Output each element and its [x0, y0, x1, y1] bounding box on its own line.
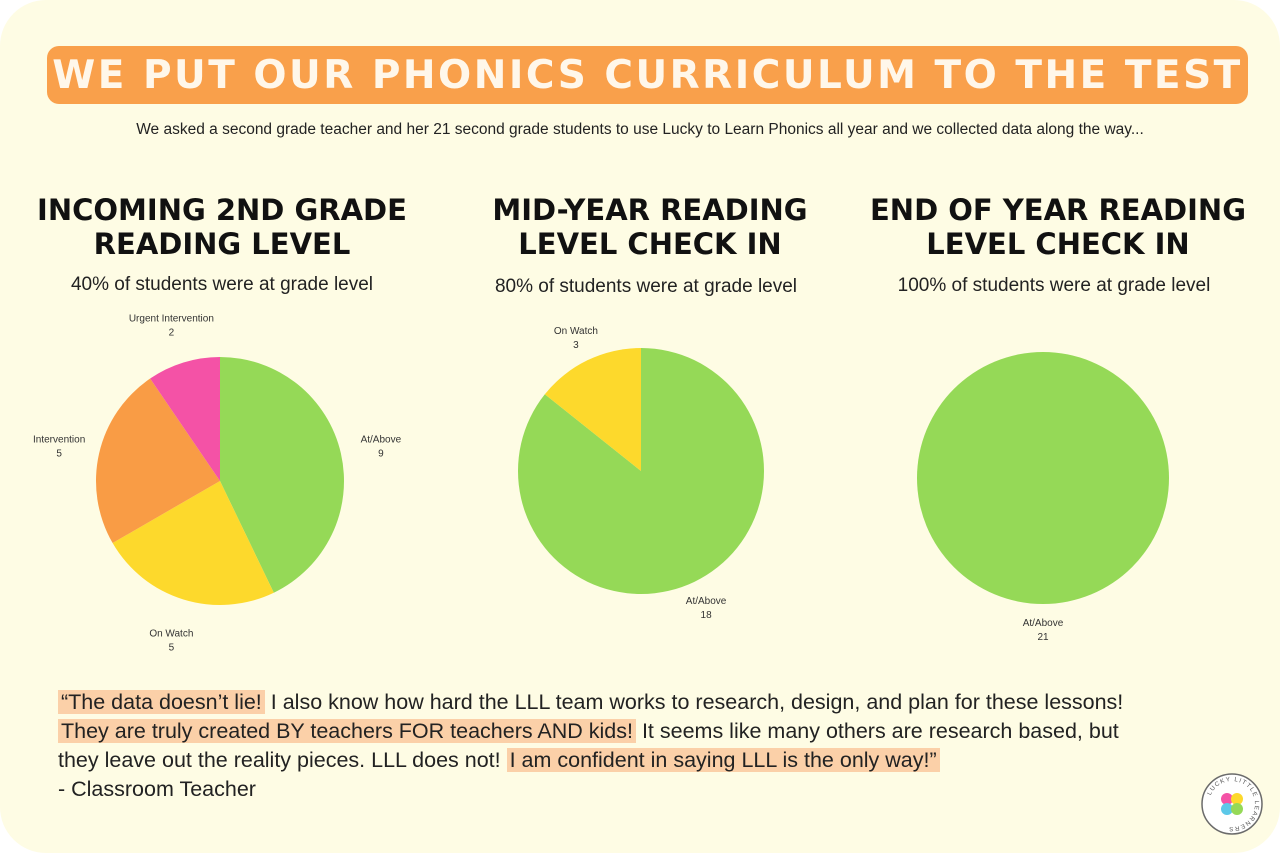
pie-value-urgent-intervention: 2	[169, 327, 175, 338]
chart-3-title: END OF YEAR READING LEVEL CHECK IN	[858, 193, 1258, 261]
quote-text-3: they leave out the reality pieces. LLL d…	[58, 748, 507, 772]
quote-text-1: I also know how hard the LLL team works …	[264, 690, 1124, 714]
pie-label-at-above: At/Above	[686, 596, 727, 607]
intro-text: We asked a second grade teacher and her …	[136, 121, 1144, 138]
chart-1-title: INCOMING 2ND GRADE READING LEVEL	[22, 193, 422, 261]
pie-label-urgent-intervention: Urgent Intervention	[129, 313, 214, 324]
chart-1-title-line2: READING LEVEL	[93, 227, 351, 261]
pie-chart-incoming: At/Above 9 On Watch 5 Intervention 5 Urgent In…	[33, 313, 402, 653]
chart-2-title-line2: LEVEL CHECK IN	[518, 227, 782, 261]
quote-line-1: “The data doesn’t lie! I also know how h…	[58, 688, 1198, 717]
pie-chart-mid-year: At/Above 18 On Watch 3	[517, 326, 764, 621]
quote-attribution: - Classroom Teacher	[58, 777, 256, 801]
chart-2-title-line1: MID-YEAR READING	[492, 193, 808, 227]
chart-3-title-line2: LEVEL CHECK IN	[926, 227, 1190, 261]
pie-value-on-watch: 3	[573, 340, 579, 351]
pie-slice-at-above	[517, 348, 764, 594]
chart-1-summary: 40% of students were at grade level	[70, 274, 374, 295]
pie-value-at-above: 9	[378, 448, 384, 459]
pie-slice-at-above	[917, 352, 1169, 604]
title-banner: WE PUT OUR PHONICS CURRICULUM TO THE TES…	[47, 46, 1248, 104]
clover-heart-icon	[1221, 793, 1243, 815]
pie-value-on-watch: 5	[169, 643, 175, 654]
pie-label-at-above: At/Above	[361, 434, 402, 445]
quote-line-2: They are truly created BY teachers FOR t…	[58, 717, 1198, 746]
pie-slice-urgent-intervention	[150, 357, 220, 481]
pie-slice-at-above	[220, 357, 344, 593]
pie-label-on-watch: On Watch	[554, 326, 598, 337]
quote-text-2: It seems like many others are research b…	[635, 719, 1119, 743]
pie-label-at-above: At/Above	[1023, 618, 1064, 629]
pie-slice-on-watch	[544, 348, 641, 471]
quote-line-3: they leave out the reality pieces. LLL d…	[58, 746, 1198, 775]
pie-value-at-above: 18	[701, 610, 713, 621]
pie-slice-intervention	[95, 378, 220, 543]
pie-label-intervention: Intervention	[33, 434, 85, 445]
pie-value-intervention: 5	[56, 448, 62, 459]
pie-chart-end-of-year: At/Above 21	[917, 352, 1169, 643]
page-title: WE PUT OUR PHONICS CURRICULUM TO THE TES…	[52, 52, 1243, 98]
pie-value-at-above: 21	[1037, 632, 1049, 643]
chart-2-summary: 80% of students were at grade level	[494, 276, 798, 297]
chart-2-title: MID-YEAR READING LEVEL CHECK IN	[450, 193, 850, 261]
quote-highlight-1: “The data doesn’t lie!	[58, 690, 265, 714]
pie-slice-on-watch	[112, 481, 274, 605]
quote-highlight-3: I am confident in saying LLL is the only…	[506, 748, 940, 772]
chart-1-title-line1: INCOMING 2ND GRADE	[37, 193, 407, 227]
testimonial-quote: “The data doesn’t lie! I also know how h…	[58, 688, 1198, 804]
brand-logo: LUCKY LITTLE LEARNERS	[1201, 773, 1263, 835]
quote-highlight-2: They are truly created BY teachers FOR t…	[58, 719, 636, 743]
chart-3-title-line1: END OF YEAR READING	[869, 193, 1246, 227]
chart-3-summary: 100% of students were at grade level	[897, 275, 1211, 296]
pie-label-on-watch: On Watch	[149, 629, 193, 640]
